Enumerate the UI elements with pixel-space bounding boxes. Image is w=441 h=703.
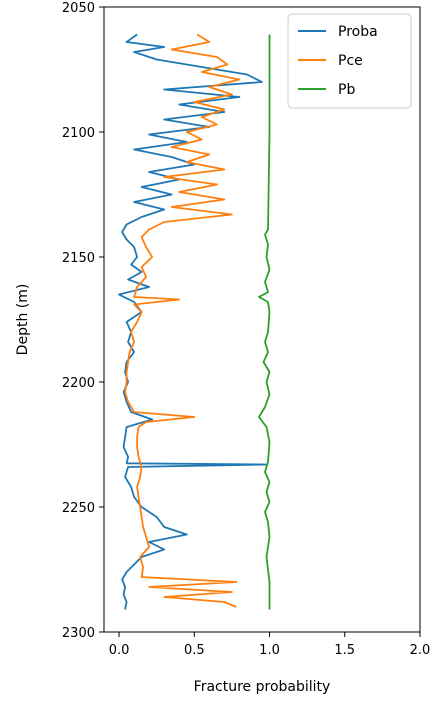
plot-lines (118, 33, 271, 610)
y-axis-label: Depth (m) (15, 284, 31, 356)
series-line-pce (124, 33, 241, 608)
series-line-pb (258, 34, 271, 610)
legend-label: Pce (338, 53, 363, 69)
y-tick-label: 2250 (62, 501, 95, 516)
y-tick-label: 2300 (62, 626, 95, 641)
y-tick-label: 2100 (62, 126, 95, 141)
y-axis: 2050 2100 2150 2200 2250 2300 (62, 1, 104, 641)
legend-box (287, 13, 412, 109)
x-tick-label: 2.0 (410, 643, 431, 658)
series-line-proba (118, 33, 268, 610)
x-tick-label: 1.0 (259, 643, 280, 658)
x-axis: 0.0 0.5 1.0 1.5 2.0 (109, 632, 431, 658)
legend: Proba Pce Pb (287, 13, 412, 109)
y-tick-label: 2150 (62, 251, 95, 266)
y-tick-label: 2050 (62, 1, 95, 16)
legend-label: Proba (338, 24, 378, 40)
x-tick-label: 0.5 (184, 643, 205, 658)
legend-label: Pb (338, 82, 355, 98)
axes-frame (103, 6, 421, 633)
x-axis-label: Fracture probability (194, 679, 331, 695)
x-tick-label: 0.0 (109, 643, 130, 658)
x-tick-label: 1.5 (334, 643, 355, 658)
y-tick-label: 2200 (62, 376, 95, 391)
